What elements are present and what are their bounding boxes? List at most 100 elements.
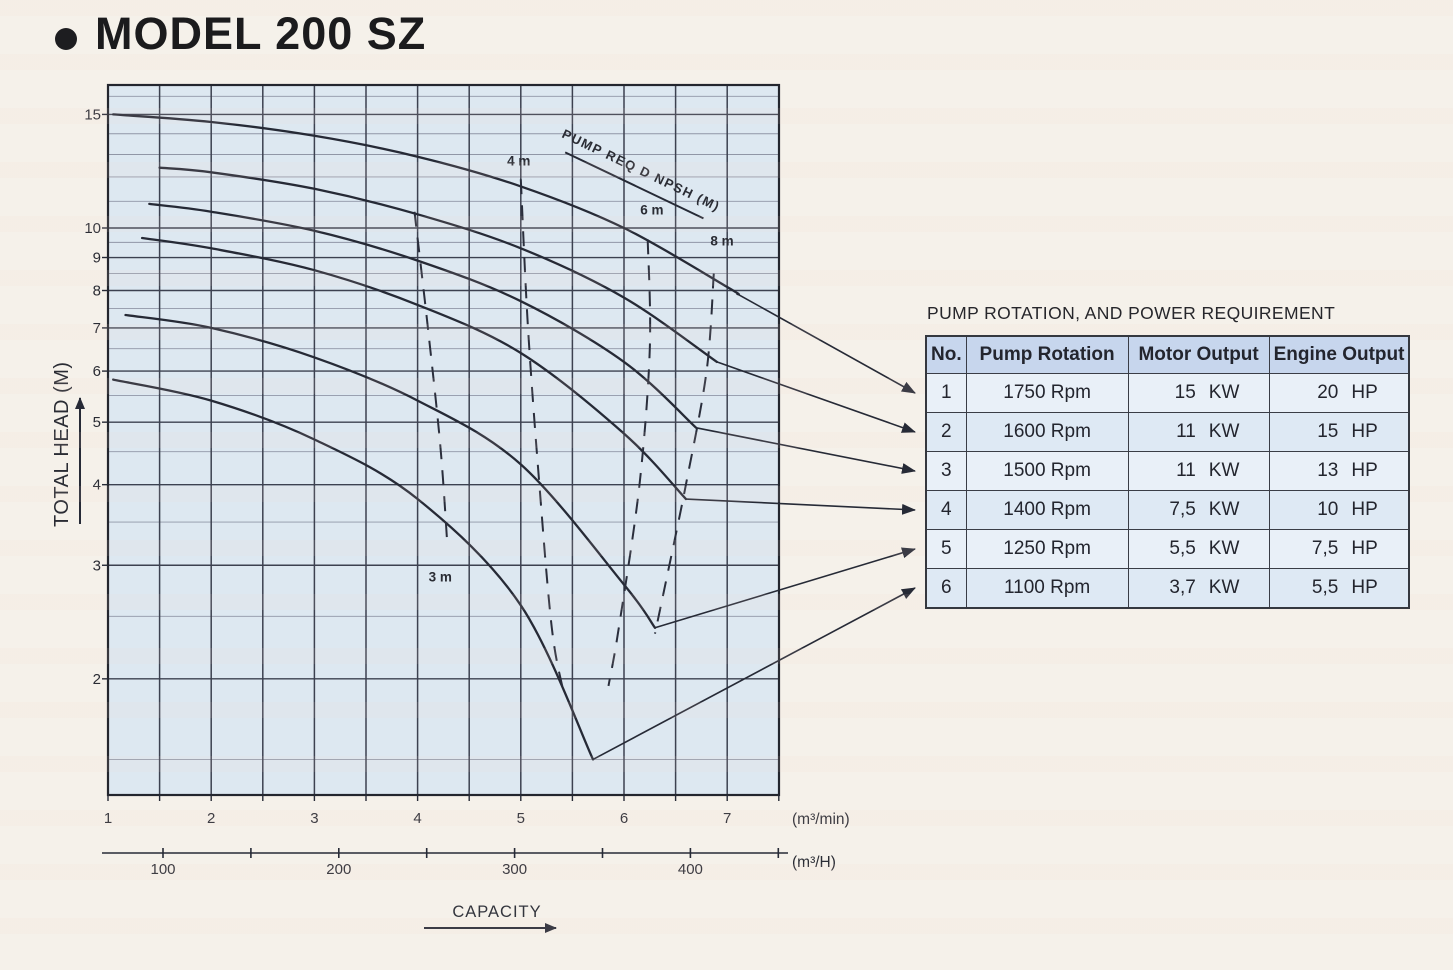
engine-unit: HP <box>1351 576 1378 598</box>
pump-curve-1600 <box>158 166 719 364</box>
x-tick-label: 2 <box>207 810 215 827</box>
y-tick-label: 9 <box>93 250 101 267</box>
y-tick-label: 2 <box>93 671 101 688</box>
col-header-no: No. <box>925 335 967 374</box>
motor-value: 7,5 <box>1169 499 1196 520</box>
x-axis-secondary <box>102 848 788 858</box>
cell-rotation: 1600 Rpm <box>965 412 1129 452</box>
table-row: 5 1250 Rpm 5,5 KW 7,5 HP <box>925 529 1410 569</box>
motor-value: 3,7 <box>1169 576 1196 598</box>
capacity-label: CAPACITY <box>452 903 541 921</box>
cell-engine-output: 15 HP <box>1268 412 1410 452</box>
x2-axis-unit-label: (m³/H) <box>792 854 836 871</box>
y-tick-label: 15 <box>84 106 101 123</box>
cell-engine-output: 7,5 HP <box>1268 529 1410 569</box>
motor-unit: KW <box>1208 499 1240 520</box>
engine-unit: HP <box>1351 538 1378 559</box>
table-header-row: No. Pump Rotation Motor Output Engine Ou… <box>925 335 1410 374</box>
x2-tick-label: 300 <box>502 861 527 878</box>
leader-arrow-row-1 <box>737 293 916 394</box>
pump-curve-1400 <box>140 236 688 501</box>
x-axis <box>107 795 780 801</box>
col-header-motor-output: Motor Output <box>1127 335 1270 374</box>
table-row: 4 1400 Rpm 7,5 KW 10 HP <box>925 490 1410 530</box>
col-header-engine-output: Engine Output <box>1268 335 1410 374</box>
motor-unit: KW <box>1208 460 1240 481</box>
motor-unit: KW <box>1208 421 1240 442</box>
engine-unit: HP <box>1351 421 1378 442</box>
npsh-label-3m: 3 m <box>429 570 452 585</box>
cell-engine-output: 20 HP <box>1268 373 1410 413</box>
npsh-line-8m <box>654 273 715 634</box>
cell-no: 4 <box>925 490 967 530</box>
power-table-section: PUMP ROTATION, AND POWER REQUIREMENT No.… <box>925 303 1411 609</box>
motor-value: 15 <box>1174 382 1196 403</box>
engine-unit: HP <box>1351 460 1378 481</box>
cell-no: 5 <box>925 529 967 569</box>
y-tick-label: 4 <box>93 477 101 494</box>
y-tick-label: 7 <box>93 320 101 337</box>
x2-tick-label: 100 <box>150 861 175 878</box>
engine-value: 20 <box>1317 382 1339 403</box>
engine-unit: HP <box>1351 499 1378 520</box>
x-tick-label: 5 <box>517 810 525 827</box>
motor-unit: KW <box>1208 576 1240 598</box>
engine-value: 13 <box>1317 460 1339 481</box>
cell-engine-output: 5,5 HP <box>1268 568 1410 608</box>
leader-arrow-row-4 <box>685 498 916 515</box>
table-row: 6 1100 Rpm 3,7 KW 5,5 HP <box>925 568 1410 608</box>
pump-curve-1250 <box>124 313 657 629</box>
npsh-line-6m <box>607 239 652 687</box>
engine-value: 10 <box>1317 499 1339 520</box>
x-tick-label: 4 <box>413 810 421 827</box>
motor-unit: KW <box>1208 538 1240 559</box>
engine-value: 7,5 <box>1311 538 1339 559</box>
pump-power-table: No. Pump Rotation Motor Output Engine Ou… <box>925 335 1411 609</box>
cell-motor-output: 11 KW <box>1127 451 1270 491</box>
cell-rotation: 1500 Rpm <box>965 451 1129 491</box>
npsh-label-6m: 6 m <box>640 202 663 217</box>
npsh-line-3m <box>413 211 449 548</box>
table-row: 3 1500 Rpm 11 KW 13 HP <box>925 451 1410 491</box>
motor-value: 5,5 <box>1169 538 1196 559</box>
leader-arrow-row-6 <box>592 587 916 761</box>
cell-rotation: 1400 Rpm <box>965 490 1129 530</box>
cell-engine-output: 13 HP <box>1268 451 1410 491</box>
x2-tick-label: 400 <box>678 861 703 878</box>
leader-arrow-row-3 <box>696 427 916 474</box>
engine-value: 15 <box>1317 421 1339 442</box>
page-title: MODEL 200 SZ <box>95 8 427 59</box>
table-row: 1 1750 Rpm 15 KW 20 HP <box>925 373 1410 413</box>
x-tick-label: 7 <box>723 810 731 827</box>
cell-motor-output: 11 KW <box>1127 412 1270 452</box>
y-tick-label: 10 <box>84 220 101 237</box>
pump-curve-1100 <box>112 378 595 761</box>
x-axis-unit-label: (m³/min) <box>792 811 850 828</box>
y-axis-labels <box>102 113 108 680</box>
x-tick-label: 1 <box>104 810 112 827</box>
motor-value: 11 <box>1176 460 1196 481</box>
cell-no: 1 <box>925 373 967 413</box>
table-title: PUMP ROTATION, AND POWER REQUIREMENT <box>927 303 1336 323</box>
table-row: 2 1600 Rpm 11 KW 15 HP <box>925 412 1410 452</box>
cell-rotation: 1250 Rpm <box>965 529 1129 569</box>
engine-unit: HP <box>1351 382 1378 403</box>
y-tick-label: 3 <box>93 557 101 574</box>
cell-no: 2 <box>925 412 967 452</box>
cell-motor-output: 7,5 KW <box>1127 490 1270 530</box>
engine-value: 5,5 <box>1311 576 1339 598</box>
cell-motor-output: 15 KW <box>1127 373 1270 413</box>
x2-tick-label: 200 <box>326 861 351 878</box>
col-header-pump-rotation: Pump Rotation <box>965 335 1129 374</box>
page-title-block: MODEL 200 SZ <box>55 8 426 60</box>
cell-rotation: 1750 Rpm <box>965 373 1129 413</box>
cell-motor-output: 3,7 KW <box>1127 568 1270 608</box>
x-tick-label: 3 <box>310 810 318 827</box>
leader-arrow-row-5 <box>654 547 916 629</box>
bullet-icon <box>55 28 77 50</box>
plot-border <box>106 83 781 797</box>
cell-motor-output: 5,5 KW <box>1127 529 1270 569</box>
y-tick-label: 6 <box>93 363 101 380</box>
